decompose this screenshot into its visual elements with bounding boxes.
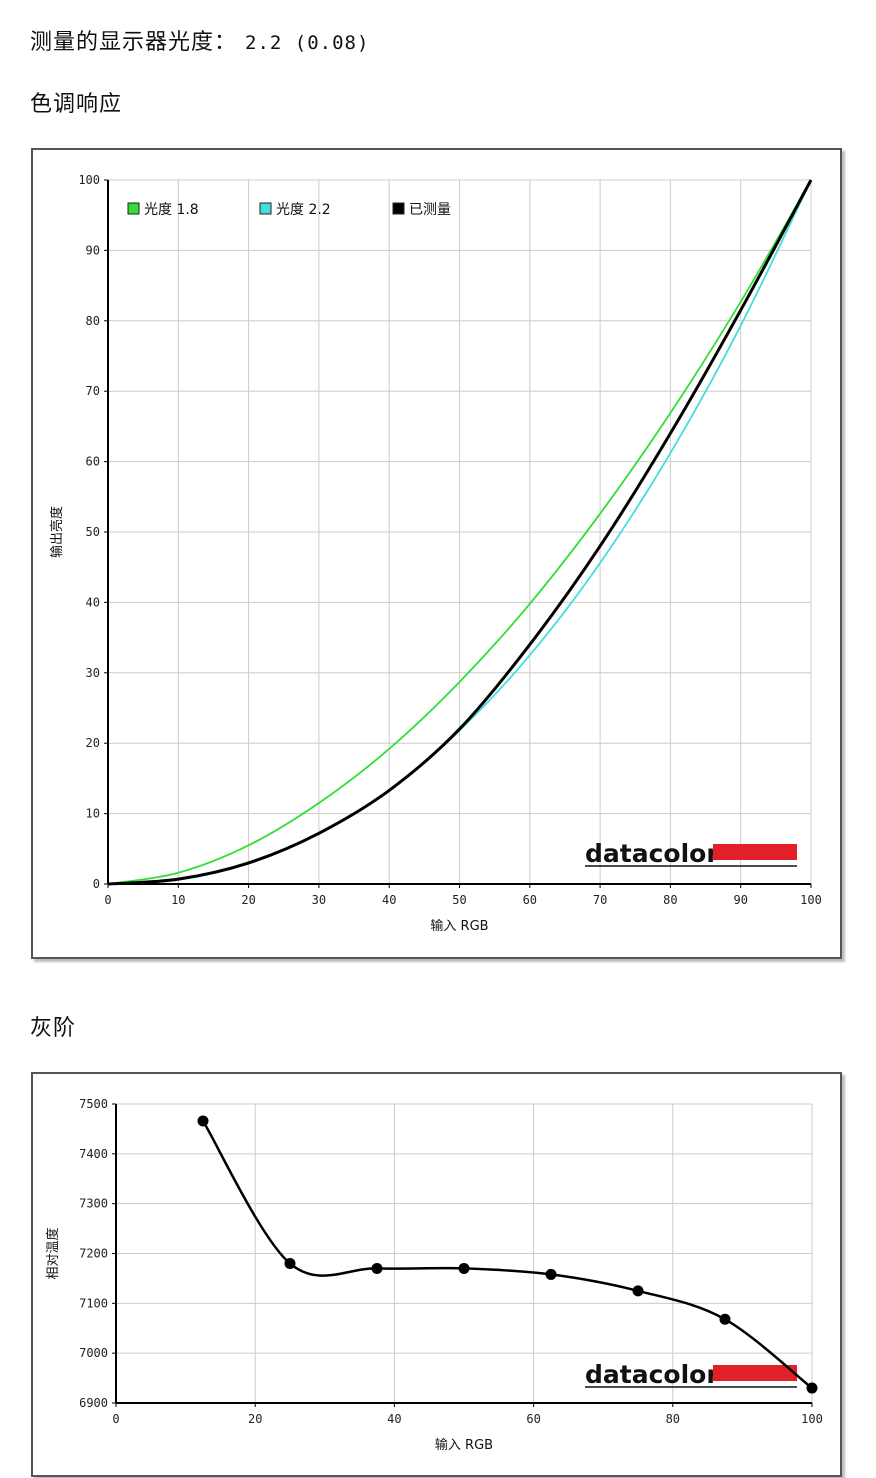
x-tick-label: 10 xyxy=(171,893,185,907)
y-tick-label: 100 xyxy=(78,173,100,187)
legend-label-2: 光度 2.2 xyxy=(276,202,331,218)
gamma-label: 测量的显示器光度： xyxy=(30,30,238,55)
x-tick-label: 40 xyxy=(387,1412,401,1426)
datacolor-logo-text: datacolor xyxy=(585,839,719,868)
x-tick-label: 20 xyxy=(241,893,255,907)
grayscale-temperature-chart: 6900 7000 7100 7200 7300 7400 7500 0 20 40 60 80 100… xyxy=(45,1097,823,1453)
y-tick-label: 80 xyxy=(86,314,100,328)
temperature-line xyxy=(201,1120,813,1390)
datacolor-logo-bar xyxy=(713,1365,797,1381)
data-point xyxy=(197,1115,209,1127)
x-tick-label: 100 xyxy=(801,1412,823,1426)
x-axis-label: 输入 RGB xyxy=(430,918,488,934)
data-point xyxy=(806,1382,818,1394)
x-axis-label: 输入 RGB xyxy=(435,1437,493,1453)
x-tick-label: 40 xyxy=(382,893,396,907)
datacolor-logo-text: datacolor xyxy=(585,1360,719,1389)
data-point xyxy=(719,1313,731,1325)
y-axis-label: 输出亮度 xyxy=(49,506,65,558)
y-tick-label: 30 xyxy=(86,666,100,680)
data-point xyxy=(458,1262,470,1274)
y-axis-label: 相对温度 xyxy=(45,1227,61,1279)
y-tick-label: 40 xyxy=(86,595,100,609)
legend-swatch-3 xyxy=(392,202,405,215)
gamma-summary: 测量的显示器光度： 2.2 (0.08) xyxy=(30,24,369,56)
y-tick-label: 0 xyxy=(93,877,100,891)
legend-label-3: 已测量 xyxy=(409,202,451,218)
y-tick-label: 7100 xyxy=(79,1296,108,1310)
series-line-3 xyxy=(107,179,813,886)
y-tick-label: 7500 xyxy=(79,1097,108,1111)
data-point xyxy=(632,1285,644,1297)
datacolor-logo-bar xyxy=(713,844,797,860)
y-tick-label: 6900 xyxy=(79,1396,108,1410)
series-line-1 xyxy=(107,179,812,885)
x-tick-label: 50 xyxy=(452,893,466,907)
x-tick-label: 100 xyxy=(800,893,822,907)
data-point xyxy=(284,1257,296,1269)
y-tick-label: 20 xyxy=(86,736,100,750)
tone-response-heading: 色调响应 xyxy=(30,92,123,117)
x-tick-label: 80 xyxy=(663,893,677,907)
y-tick-label: 70 xyxy=(86,384,100,398)
x-tick-label: 90 xyxy=(733,893,747,907)
x-tick-label: 20 xyxy=(248,1412,262,1426)
x-tick-label: 30 xyxy=(312,893,326,907)
x-tick-label: 60 xyxy=(523,893,537,907)
y-tick-label: 7200 xyxy=(79,1247,108,1261)
gamma-value: 2.2 (0.08) xyxy=(245,32,370,54)
tone-response-chart-panel: 0 10 20 30 40 50 60 70 80 90 100 0 10 20 30 40 50 60 70 80 9… xyxy=(31,148,842,959)
data-point xyxy=(371,1262,383,1274)
y-tick-label: 7000 xyxy=(79,1346,108,1360)
x-tick-label: 0 xyxy=(112,1412,119,1426)
data-point xyxy=(545,1268,557,1280)
y-tick-label: 90 xyxy=(86,243,100,257)
legend-label-1: 光度 1.8 xyxy=(144,202,199,218)
y-tick-label: 7300 xyxy=(79,1197,108,1211)
tone-response-chart: 0 10 20 30 40 50 60 70 80 90 100 0 10 20 30 40 50 60 70 80 9… xyxy=(49,173,822,934)
legend-swatch-2 xyxy=(259,202,272,215)
grayscale-chart-panel: 6900 7000 7100 7200 7300 7400 7500 0 20 40 60 80 100… xyxy=(31,1072,842,1477)
y-tick-label: 50 xyxy=(86,525,100,539)
legend-swatch-1 xyxy=(127,202,140,215)
x-tick-label: 0 xyxy=(104,893,111,907)
grayscale-heading: 灰阶 xyxy=(30,1016,77,1041)
x-tick-label: 60 xyxy=(526,1412,540,1426)
x-tick-label: 80 xyxy=(666,1412,680,1426)
y-tick-label: 10 xyxy=(86,807,100,821)
x-tick-label: 70 xyxy=(593,893,607,907)
y-tick-label: 60 xyxy=(86,455,100,469)
y-tick-label: 7400 xyxy=(79,1147,108,1161)
